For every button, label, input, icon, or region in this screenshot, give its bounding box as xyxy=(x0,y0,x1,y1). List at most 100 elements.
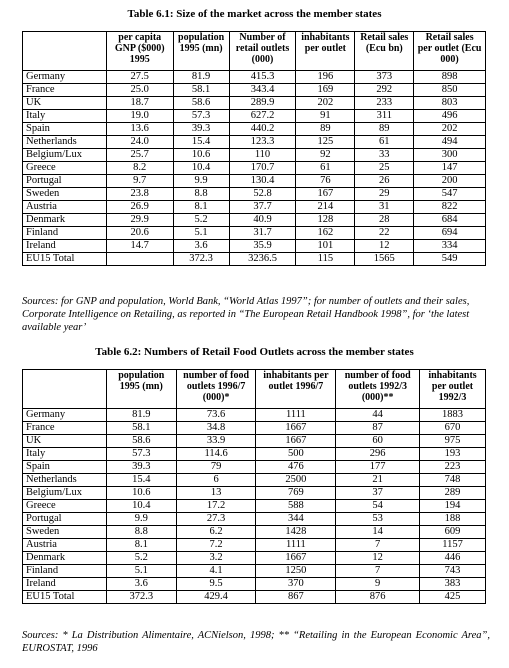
value-cell: 101 xyxy=(295,239,356,253)
value-cell: 58.1 xyxy=(105,421,177,435)
value-cell: 3.2 xyxy=(175,551,257,565)
table-row: Belgium/Lux 10.6 13 769 37 289 xyxy=(22,486,486,500)
table-row: France 25.0 58.1 343.4 169 292 850 xyxy=(22,83,486,97)
value-cell: 3236.5 xyxy=(228,252,297,266)
value-cell: 162 xyxy=(295,226,356,240)
country-cell: EU15 Total xyxy=(22,252,107,266)
value-cell: 5.2 xyxy=(172,213,230,227)
value-cell: 425 xyxy=(419,590,486,604)
value-cell: 188 xyxy=(419,512,486,526)
table-row: Spain 39.3 79 476 177 223 xyxy=(22,460,486,474)
value-cell: 115 xyxy=(295,252,356,266)
value-cell: 193 xyxy=(419,447,486,461)
value-cell: 34.8 xyxy=(175,421,257,435)
table-row: UK 58.6 33.9 1667 60 975 xyxy=(22,434,486,448)
value-cell: 123.3 xyxy=(228,135,297,149)
value-cell: 446 xyxy=(419,551,486,565)
table-6-2-title: Table 6.2: Numbers of Retail Food Outlet… xyxy=(95,346,414,358)
table-row: Netherlands 24.0 15.4 123.3 125 61 494 xyxy=(22,135,486,149)
value-cell: 44 xyxy=(335,408,421,422)
table-row: Sweden 8.8 6.2 1428 14 609 xyxy=(22,525,486,539)
country-cell: UK xyxy=(22,434,107,448)
value-cell: 31 xyxy=(354,200,415,214)
value-cell: 7 xyxy=(335,538,421,552)
value-cell: 1667 xyxy=(255,421,337,435)
country-cell: Denmark xyxy=(22,551,107,565)
value-cell: 57.3 xyxy=(172,109,230,123)
value-cell: 81.9 xyxy=(105,408,177,422)
value-cell: 89 xyxy=(354,122,415,136)
value-cell: 54 xyxy=(335,499,421,513)
country-cell: Sweden xyxy=(22,525,107,539)
value-cell: 39.3 xyxy=(105,460,177,474)
column-header: population 1995 (mn) xyxy=(172,31,230,71)
value-cell: 27.5 xyxy=(105,70,174,84)
value-cell: 92 xyxy=(295,148,356,162)
table-row: Ireland 14.7 3.6 35.9 101 12 334 xyxy=(22,239,486,253)
value-cell: 21 xyxy=(335,473,421,487)
value-cell: 58.6 xyxy=(172,96,230,110)
value-cell: 73.6 xyxy=(175,408,257,422)
value-cell: 202 xyxy=(413,122,486,136)
market-size-table: per capita GNP ($000) 1995 population 19… xyxy=(22,31,486,266)
value-cell: 10.6 xyxy=(105,486,177,500)
value-cell: 609 xyxy=(419,525,486,539)
value-cell: 5.1 xyxy=(172,226,230,240)
value-cell: 5.1 xyxy=(105,564,177,578)
value-cell: 81.9 xyxy=(172,70,230,84)
value-cell: 867 xyxy=(255,590,337,604)
country-cell: Finland xyxy=(22,226,107,240)
value-cell: 25 xyxy=(354,161,415,175)
value-cell: 18.7 xyxy=(105,96,174,110)
value-cell: 26 xyxy=(354,174,415,188)
table-row: Spain 13.6 39.3 440.2 89 89 202 xyxy=(22,122,486,136)
value-cell: 202 xyxy=(295,96,356,110)
table-row: UK 18.7 58.6 289.9 202 233 803 xyxy=(22,96,486,110)
value-cell: 549 xyxy=(413,252,486,266)
value-cell: 52.8 xyxy=(228,187,297,201)
column-header: number of food outlets 1992/3 (000)** xyxy=(335,369,421,409)
value-cell: 822 xyxy=(413,200,486,214)
value-cell: 496 xyxy=(413,109,486,123)
value-cell: 214 xyxy=(295,200,356,214)
country-cell: France xyxy=(22,421,107,435)
value-cell: 344 xyxy=(255,512,337,526)
country-cell: Austria xyxy=(22,538,107,552)
value-cell: 1157 xyxy=(419,538,486,552)
table-row: Greece 10.4 17.2 588 54 194 xyxy=(22,499,486,513)
column-header: Retail sales per outlet (Ecu 000) xyxy=(413,31,486,71)
value-cell: 9.7 xyxy=(105,174,174,188)
value-cell: 87 xyxy=(335,421,421,435)
country-cell: Netherlands xyxy=(22,473,107,487)
country-cell: Germany xyxy=(22,70,107,84)
country-cell: Ireland xyxy=(22,239,107,253)
country-cell: Sweden xyxy=(22,187,107,201)
country-cell: Belgium/Lux xyxy=(22,148,107,162)
value-cell: 292 xyxy=(354,83,415,97)
table-row: Belgium/Lux 25.7 10.6 110 92 33 300 xyxy=(22,148,486,162)
value-cell: 170.7 xyxy=(228,161,297,175)
value-cell: 26.9 xyxy=(105,200,174,214)
table-row: Germany 81.9 73.6 1111 44 1883 xyxy=(22,408,486,422)
value-cell: 76 xyxy=(295,174,356,188)
value-cell: 130.4 xyxy=(228,174,297,188)
table-row: Portugal 9.7 9.9 130.4 76 26 200 xyxy=(22,174,486,188)
value-cell: 500 xyxy=(255,447,337,461)
value-cell: 19.0 xyxy=(105,109,174,123)
country-cell: Ireland xyxy=(22,577,107,591)
value-cell: 3.6 xyxy=(105,577,177,591)
column-header: Number of retail outlets (000) xyxy=(228,31,297,71)
value-cell: 20.6 xyxy=(105,226,174,240)
value-cell: 58.6 xyxy=(105,434,177,448)
column-header: inhabitants per outlet 1992/3 xyxy=(419,369,486,409)
value-cell: 110 xyxy=(228,148,297,162)
value-cell: 37 xyxy=(335,486,421,500)
table-6-1-sources: Sources: for GNP and population, World B… xyxy=(22,296,470,333)
value-cell: 23.8 xyxy=(105,187,174,201)
country-cell: Greece xyxy=(22,499,107,513)
value-cell: 1111 xyxy=(255,538,337,552)
table-body: Germany 81.9 73.6 1111 44 1883 France 58.1 34.8 1… xyxy=(22,408,486,604)
value-cell: 547 xyxy=(413,187,486,201)
value-cell: 128 xyxy=(295,213,356,227)
country-cell: Italy xyxy=(22,109,107,123)
